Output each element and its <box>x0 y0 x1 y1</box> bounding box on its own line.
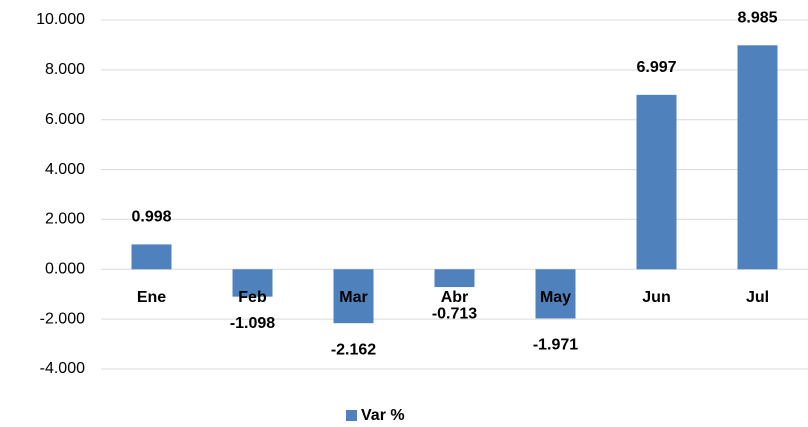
data-label: 8.985 <box>737 10 777 27</box>
data-label: 6.997 <box>636 59 676 76</box>
bar <box>333 269 374 324</box>
y-tick-label: 0.000 <box>45 261 85 278</box>
y-tick-label: 10.000 <box>36 11 85 28</box>
bar <box>535 269 576 319</box>
data-label: -1.098 <box>230 315 275 332</box>
bar <box>232 269 273 297</box>
x-tick-label: Abr <box>441 289 469 306</box>
data-label: -1.971 <box>533 337 578 354</box>
data-label: -2.162 <box>331 341 376 358</box>
legend-label: Var % <box>361 407 405 424</box>
y-tick-label: 6.000 <box>45 111 85 128</box>
bar <box>737 45 778 270</box>
y-tick-label: -2.000 <box>40 310 85 327</box>
data-label: -0.713 <box>432 305 477 322</box>
x-tick-label: Mar <box>339 289 367 306</box>
x-tick-label: May <box>540 289 571 306</box>
x-tick-label: Feb <box>238 289 267 306</box>
y-tick-label: 2.000 <box>45 211 85 228</box>
x-tick-label: Jul <box>746 289 769 306</box>
legend-swatch <box>346 410 357 421</box>
bar <box>131 244 172 270</box>
bar <box>434 269 475 288</box>
y-tick-label: 4.000 <box>45 161 85 178</box>
bar <box>636 94 677 270</box>
x-tick-label: Jun <box>642 289 670 306</box>
x-tick-label: Ene <box>137 289 166 306</box>
y-tick-label: -4.000 <box>40 360 85 377</box>
y-tick-label: 8.000 <box>45 61 85 78</box>
data-label: 0.998 <box>131 209 171 226</box>
